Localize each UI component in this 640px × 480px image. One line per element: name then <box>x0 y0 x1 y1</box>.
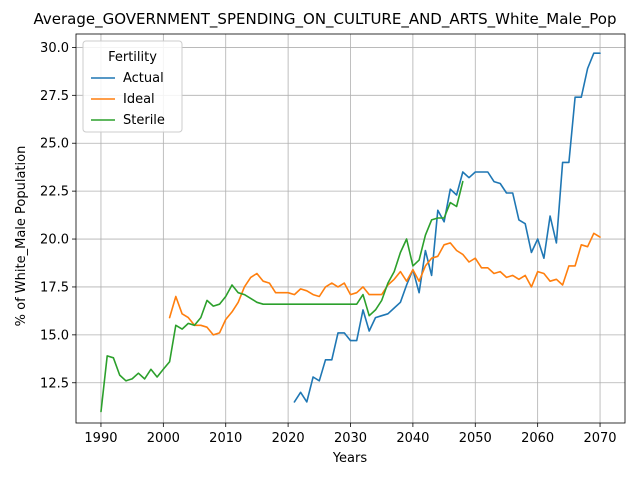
y-tick-label: 30.0 <box>40 41 69 56</box>
y-tick-label: 20.0 <box>40 233 69 248</box>
y-tick-label: 12.5 <box>40 376 69 391</box>
legend-entry-actual: Actual <box>123 71 164 86</box>
x-tick-label: 2010 <box>209 431 242 446</box>
x-tick-label: 2060 <box>521 431 554 446</box>
x-tick-label: 2030 <box>334 431 367 446</box>
y-tick-label: 17.5 <box>40 280 69 295</box>
legend: Fertility Actual Ideal Sterile <box>83 41 182 132</box>
x-tick-label: 1990 <box>84 431 117 446</box>
series-line-sterile <box>101 182 463 412</box>
chart-title: Average_GOVERNMENT_SPENDING_ON_CULTURE_A… <box>33 10 616 29</box>
y-tick-label: 22.5 <box>40 185 69 200</box>
x-tick-label: 2070 <box>583 431 616 446</box>
x-tick-label: 2020 <box>272 431 305 446</box>
legend-title: Fertility <box>108 50 157 65</box>
x-tick-label: 2040 <box>396 431 429 446</box>
series-line-actual <box>294 53 600 402</box>
x-axis-title: Years <box>332 451 368 466</box>
x-tick-label: 2000 <box>147 431 180 446</box>
legend-entry-ideal: Ideal <box>123 92 155 107</box>
y-tick-label: 15.0 <box>40 328 69 343</box>
series-line-ideal <box>170 233 600 335</box>
y-tick-label: 27.5 <box>40 89 69 104</box>
y-tick-label: 25.0 <box>40 137 69 152</box>
legend-entry-sterile: Sterile <box>123 113 165 128</box>
y-axis-title: % of White_Male Population <box>14 146 29 327</box>
x-tick-label: 2050 <box>459 431 492 446</box>
